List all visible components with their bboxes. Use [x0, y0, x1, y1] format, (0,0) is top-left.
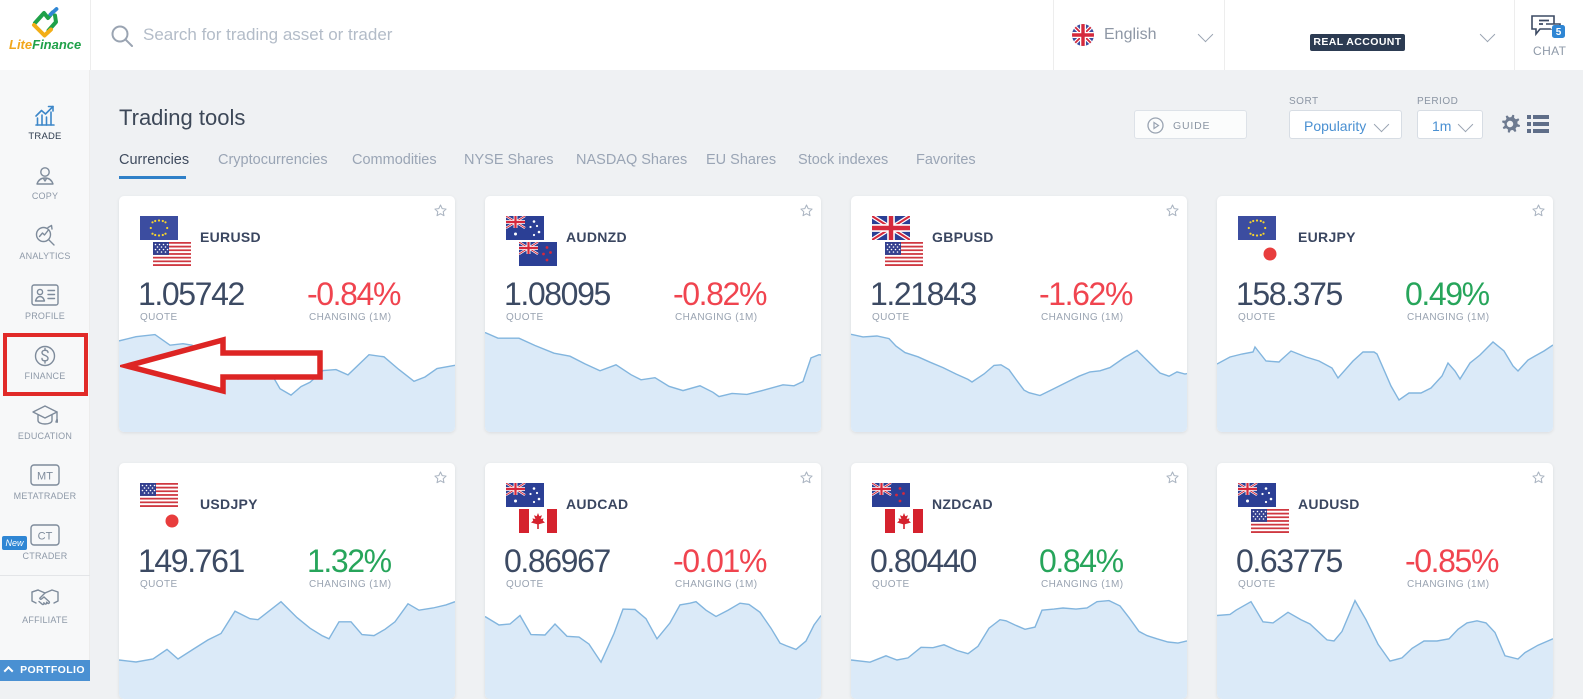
svg-text:MT: MT — [37, 471, 53, 483]
svg-text:5: 5 — [1556, 27, 1562, 38]
svg-text:CT: CT — [38, 531, 53, 543]
svg-text:LiteFinance: LiteFinance — [9, 37, 81, 52]
